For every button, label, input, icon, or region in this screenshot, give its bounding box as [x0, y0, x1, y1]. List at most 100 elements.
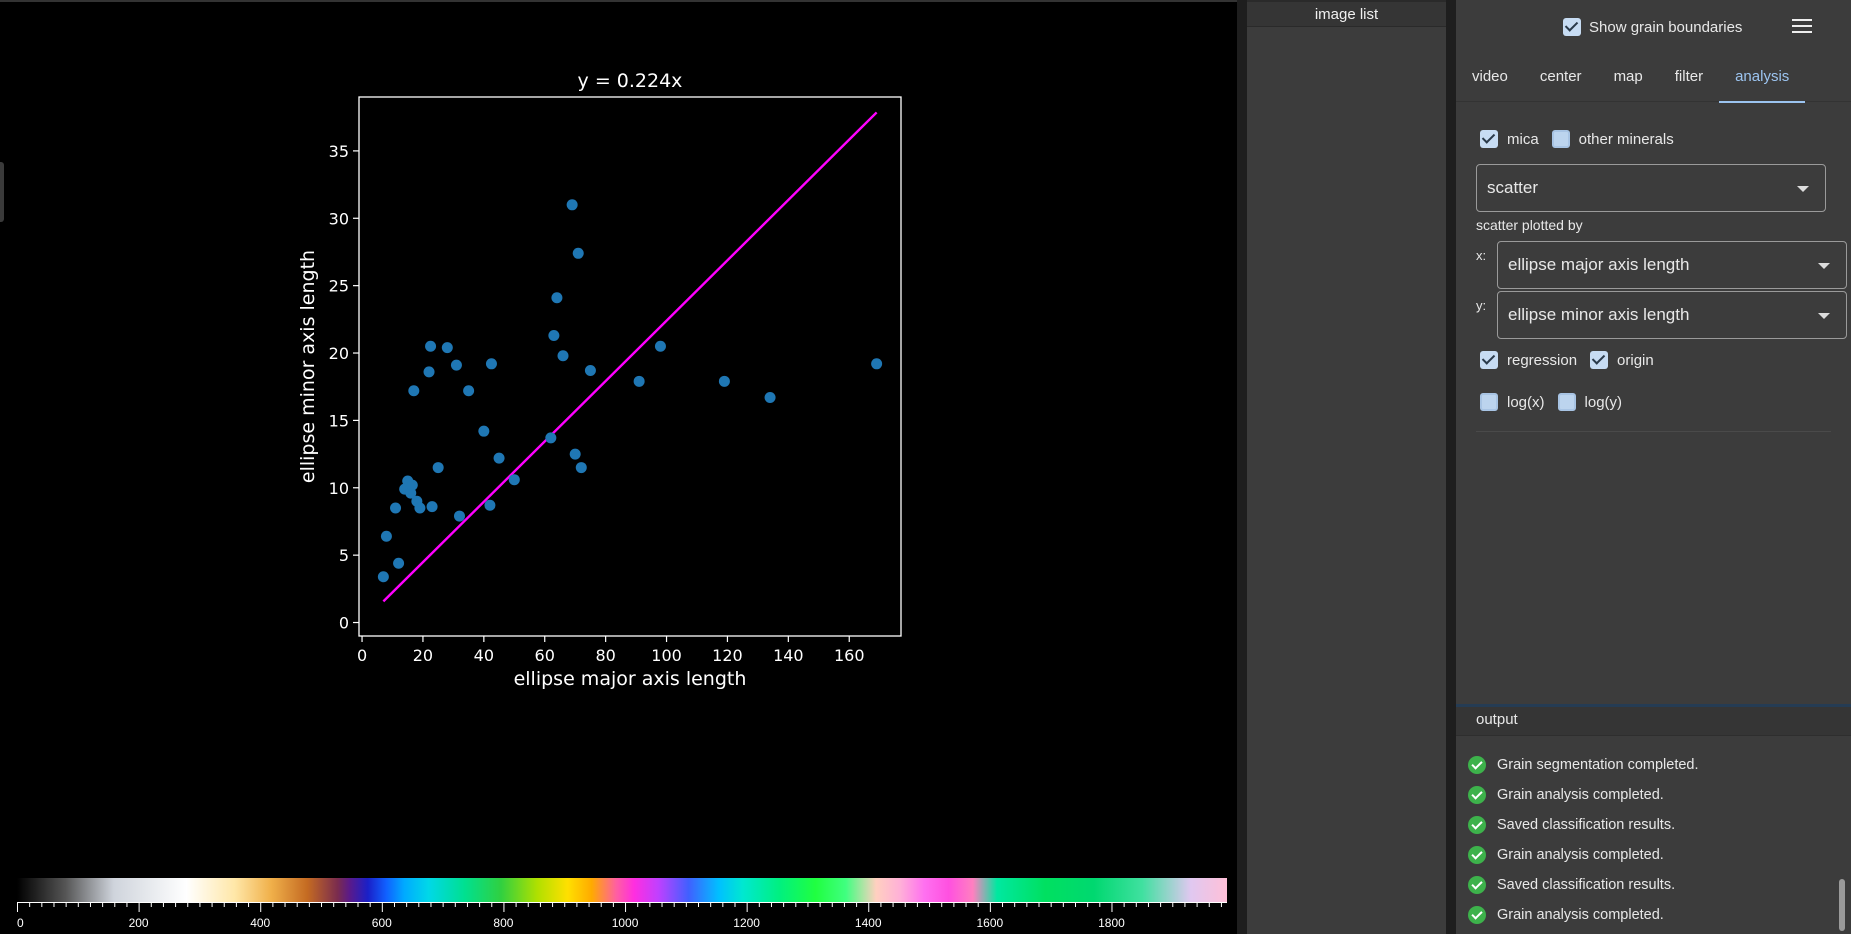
- data-point: [633, 375, 645, 387]
- colorbar-tick-label: 400: [250, 916, 270, 930]
- show-grain-boundaries-label: Show grain boundaries: [1589, 18, 1743, 36]
- colorbar-gradient: [17, 878, 1227, 902]
- output-list: Grain segmentation completed. Grain anal…: [1456, 736, 1851, 930]
- logy-checkbox[interactable]: [1557, 393, 1576, 411]
- logx-option[interactable]: log(x): [1480, 393, 1545, 411]
- y-axis-select[interactable]: ellipse minor axis length: [1497, 291, 1847, 339]
- x-tick-label: 60: [535, 646, 555, 665]
- colorbar-tick-label: 600: [372, 916, 392, 930]
- y-tick-label: 35: [329, 142, 349, 161]
- data-point: [548, 330, 560, 342]
- success-check-icon: [1468, 786, 1486, 804]
- colorbar-tick-label: 1800: [1098, 916, 1125, 930]
- x-axis-label: x:: [1476, 247, 1487, 263]
- colorbar-tick-label: 800: [493, 916, 513, 930]
- output-panel: output Grain segmentation completed. Gra…: [1456, 704, 1851, 934]
- output-message: Grain analysis completed.: [1468, 780, 1851, 810]
- data-point: [575, 462, 587, 474]
- output-message-text: Saved classification results.: [1497, 877, 1676, 893]
- regression-option[interactable]: regression: [1480, 351, 1577, 369]
- control-panel: Show grain boundaries video center map f…: [1456, 0, 1851, 934]
- y-tick-label: 30: [329, 209, 349, 228]
- tab-analysis[interactable]: analysis: [1719, 56, 1806, 103]
- data-point: [557, 350, 569, 362]
- mica-label: mica: [1507, 130, 1539, 148]
- data-point: [450, 359, 462, 371]
- x-axis-value: ellipse major axis length: [1508, 255, 1690, 274]
- origin-label: origin: [1617, 351, 1654, 369]
- tab-map[interactable]: map: [1613, 68, 1643, 85]
- data-point: [871, 358, 883, 370]
- tab-filter[interactable]: filter: [1674, 68, 1704, 85]
- success-check-icon: [1468, 756, 1486, 774]
- data-point: [393, 557, 405, 569]
- y-tick-label: 15: [329, 411, 349, 430]
- data-point: [764, 391, 776, 403]
- viewer-edge-handle[interactable]: [0, 162, 4, 222]
- x-tick-label: 160: [834, 646, 865, 665]
- data-point: [566, 199, 578, 211]
- hamburger-menu-icon[interactable]: [1792, 19, 1812, 35]
- colorbar: 0 200 400 600 800 1000 1200 1400 1600 1800: [17, 878, 1227, 934]
- data-point: [432, 462, 444, 474]
- other-minerals-option[interactable]: other minerals: [1551, 130, 1674, 148]
- success-check-icon: [1468, 846, 1486, 864]
- x-axis-title: ellipse major axis length: [514, 668, 747, 690]
- y-tick-label: 25: [329, 277, 349, 296]
- colorbar-tick-label: 1200: [733, 916, 760, 930]
- plot-type-select[interactable]: scatter: [1476, 164, 1826, 212]
- origin-checkbox[interactable]: [1590, 351, 1609, 369]
- output-message-text: Saved classification results.: [1497, 817, 1676, 833]
- logx-checkbox[interactable]: [1480, 393, 1498, 411]
- tab-center[interactable]: center: [1539, 68, 1582, 85]
- colorbar-tick-label: 200: [129, 916, 149, 930]
- mineral-filter-row: mica other minerals: [1476, 118, 1851, 160]
- output-message: Saved classification results.: [1468, 810, 1851, 840]
- show-grain-boundaries-toggle[interactable]: Show grain boundaries: [1563, 18, 1742, 36]
- tab-bar: video center map filter analysis: [1456, 56, 1851, 103]
- x-tick-label: 20: [413, 646, 433, 665]
- other-minerals-label: other minerals: [1578, 130, 1674, 148]
- data-point: [508, 474, 520, 486]
- mica-checkbox[interactable]: [1480, 130, 1498, 148]
- mica-option[interactable]: mica: [1480, 130, 1539, 148]
- regression-line: [382, 111, 878, 603]
- data-point: [484, 499, 496, 511]
- y-tick-label: 10: [329, 479, 349, 498]
- output-message: Grain analysis completed.: [1468, 840, 1851, 870]
- output-scrollbar[interactable]: [1839, 879, 1845, 931]
- show-grain-boundaries-checkbox[interactable]: [1563, 18, 1581, 36]
- section-divider: [1476, 431, 1831, 432]
- regression-row: regression origin: [1476, 339, 1851, 381]
- x-tick-label: 120: [712, 646, 743, 665]
- data-point: [545, 432, 557, 444]
- data-point: [406, 479, 418, 491]
- chevron-down-icon: [1797, 186, 1809, 192]
- x-tick-label: 0: [357, 646, 367, 665]
- other-minerals-checkbox[interactable]: [1551, 130, 1570, 148]
- data-point: [380, 530, 392, 542]
- colorbar-tick-label: 1600: [977, 916, 1004, 930]
- plot-viewer: 0 20 40 60 80 100 120 140 160 0 5 10 15 20 25 30 35 y = 0…: [0, 0, 1237, 934]
- tab-video[interactable]: video: [1472, 68, 1508, 85]
- plot-frame: [358, 96, 902, 637]
- data-point: [572, 247, 584, 259]
- x-axis-select[interactable]: ellipse major axis length: [1497, 241, 1847, 289]
- y-axis-row: y: ellipse minor axis length: [1476, 291, 1851, 339]
- logy-option[interactable]: log(y): [1557, 393, 1622, 411]
- log-row: log(x) log(y): [1476, 381, 1851, 423]
- regression-checkbox[interactable]: [1480, 351, 1498, 369]
- output-message-text: Grain analysis completed.: [1497, 787, 1664, 803]
- data-point: [584, 365, 596, 377]
- data-point: [377, 571, 389, 583]
- origin-option[interactable]: origin: [1590, 351, 1654, 369]
- data-point: [654, 340, 666, 352]
- output-message-text: Grain segmentation completed.: [1497, 757, 1699, 773]
- data-point: [569, 448, 581, 460]
- x-axis-row: x: ellipse major axis length: [1476, 241, 1851, 289]
- x-tick-label: 140: [773, 646, 804, 665]
- data-point: [408, 385, 420, 397]
- topbar: Show grain boundaries: [1456, 0, 1851, 56]
- chart-title: y = 0.224x: [578, 70, 683, 92]
- output-title: output: [1456, 707, 1851, 736]
